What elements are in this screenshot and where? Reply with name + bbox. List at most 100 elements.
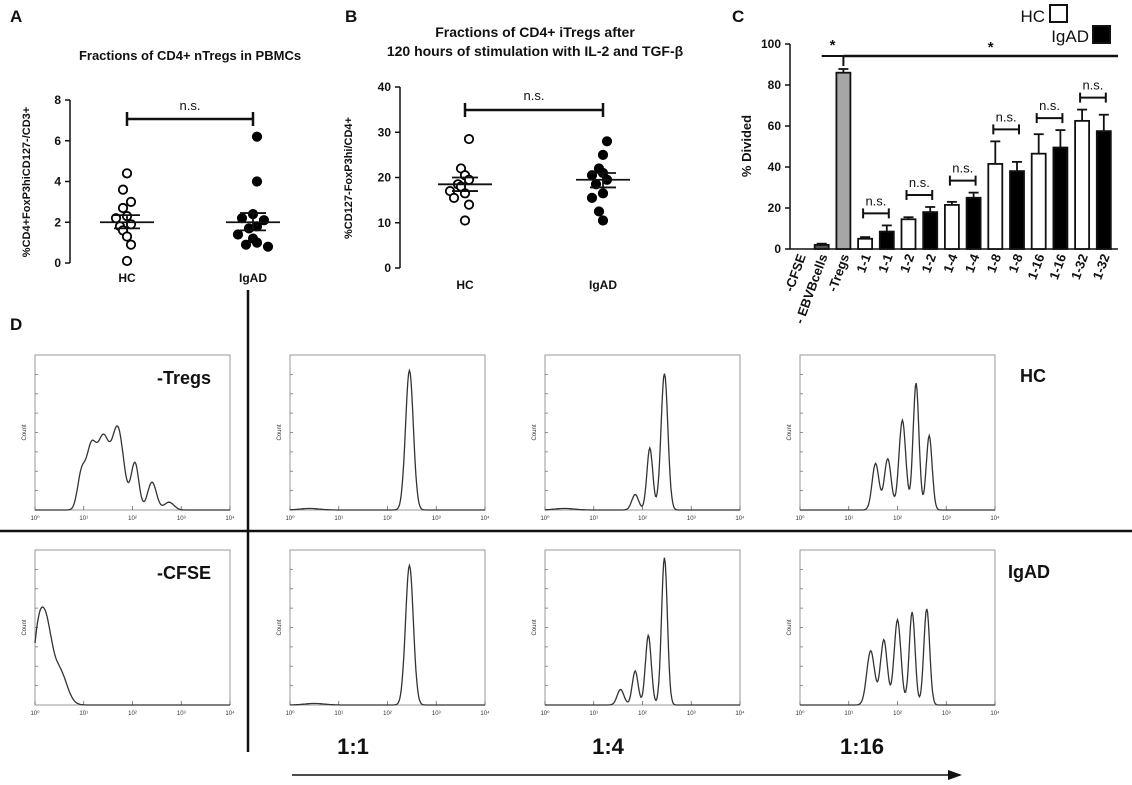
histogram-igad-1-1: 10⁰ 10¹ 10² 10³ 10⁴ Count (277, 549, 490, 717)
chart-c-category-label: 1-32 (1068, 252, 1091, 282)
chart-c-category-label: 1-16 (1046, 252, 1069, 282)
histogram-y-label: Count (787, 619, 793, 635)
histogram-x-tick-label: 10² (383, 516, 392, 522)
histogram-x-tick-label: 10³ (942, 711, 951, 717)
legend-igad-label: IgAD (1051, 27, 1089, 46)
chart-c-category-label: 1-32 (1090, 252, 1113, 282)
histogram-x-tick-label: 10⁴ (225, 515, 235, 522)
chart-a-point-igad (240, 239, 252, 250)
histogram-x-tick-label: 10⁴ (990, 710, 1000, 717)
chart-c-bar-12 (1052, 146, 1069, 250)
chart-b-point-hc (459, 215, 471, 226)
histogram-hc-1-4: 10⁰ 10¹ 10² 10³ 10⁴ Count (532, 354, 745, 522)
chart-c-bar-4 (878, 230, 895, 250)
row-label-hc: HC (1020, 366, 1046, 386)
chart-a-point-hc (121, 231, 133, 242)
panel-label-b: B (345, 7, 357, 26)
chart-a-point-igad (232, 229, 244, 240)
chart-c-category-label: 1-2 (897, 252, 918, 275)
histogram-x-tick-label: 10³ (177, 711, 186, 717)
histogram-y-label: Count (277, 619, 283, 635)
chart-a-point-igad (251, 221, 263, 232)
chart-c-bar-6 (922, 211, 939, 250)
legend-hc-swatch (1049, 4, 1068, 23)
chart-c-category-label: 1-1 (853, 252, 874, 275)
chart-a-point-hc (125, 239, 137, 250)
histogram-curve (800, 608, 995, 706)
histogram-igad-minus-cfse: 10⁰ 10¹ 10² 10³ 10⁴ Count -CFSE (22, 549, 235, 717)
histogram-x-tick-label: 10¹ (334, 711, 343, 717)
chart-b-point-igad (586, 192, 598, 203)
histogram-x-tick-label: 10² (383, 711, 392, 717)
chart-c-bar-7 (944, 204, 960, 250)
histogram-curve (35, 425, 230, 511)
chart-a-point-igad (251, 176, 263, 187)
chart-a-point-hc (117, 202, 129, 214)
histogram-x-tick-label: 10¹ (589, 516, 598, 522)
chart-a-y-label: %CD4+FoxP3hiCD127-/CD3+ (21, 107, 33, 257)
chart-b-point-hc (463, 199, 475, 210)
chart-a-x-label-igad: IgAD (239, 271, 267, 285)
histogram-x-tick-label: 10⁰ (795, 515, 805, 522)
histogram-x-tick-label: 10³ (432, 516, 441, 522)
histogram-curve (290, 368, 485, 511)
chart-c-category-label: 1-2 (918, 252, 939, 275)
histogram-hc-minus-tregs: 10⁰ 10¹ 10² 10³ 10⁴ Count -Tregs (22, 354, 235, 522)
chart-a-point-hc (125, 219, 137, 230)
histogram-x-tick-label: 10¹ (79, 711, 88, 717)
chart-c-bar-9 (987, 163, 1004, 250)
chart-a-point-igad (251, 237, 263, 248)
chart-c-bar-3 (857, 237, 873, 250)
histogram-curve (545, 557, 740, 706)
histogram-x-tick-label: 10³ (942, 516, 951, 522)
chart-c-ns-label: n.s. (909, 175, 930, 190)
chart-b-title-line1: Fractions of CD4+ iTregs after (435, 24, 635, 40)
chart-c-y-tick-label: 100 (761, 37, 781, 51)
histogram-x-tick-label: 10⁴ (480, 710, 490, 717)
histogram-frame (544, 549, 741, 706)
chart-c-sig-star: * (988, 39, 994, 56)
chart-c-ns-label: n.s. (996, 109, 1017, 124)
chart-a-point-hc (121, 255, 133, 267)
histogram-x-tick-label: 10⁰ (285, 710, 295, 717)
chart-c-category-label: 1-8 (1005, 252, 1026, 275)
histogram-curve (545, 373, 740, 511)
panel-label-d: D (10, 315, 22, 334)
chart-c-category-label: 1-16 (1025, 252, 1048, 282)
chart-c-ns-label: n.s. (1082, 78, 1103, 93)
histogram-label: -Tregs (157, 368, 211, 388)
histogram-y-label: Count (532, 619, 538, 635)
chart-b-point-hc (463, 133, 475, 145)
histogram-x-tick-label: 10³ (687, 711, 696, 717)
chart-b-point-igad (593, 206, 605, 217)
histogram-x-tick-label: 10² (638, 516, 647, 522)
histogram-x-tick-label: 10⁴ (480, 515, 490, 522)
histogram-frame (289, 549, 486, 706)
histogram-frame (799, 549, 996, 706)
histogram-x-tick-label: 10² (893, 711, 902, 717)
histogram-x-tick-label: 10² (638, 711, 647, 717)
legend-igad-swatch (1092, 25, 1111, 44)
histogram-y-label: Count (787, 424, 793, 440)
histogram-frame (34, 549, 231, 706)
chart-b-y-tick-label: 30 (378, 125, 392, 139)
histogram-hc-1-16: 10⁰ 10¹ 10² 10³ 10⁴ Count (787, 354, 1000, 522)
chart-c-y-tick-label: 0 (774, 242, 781, 256)
chart-b-point-igad (597, 149, 609, 160)
chart-c-bar-13 (1074, 119, 1090, 250)
histogram-frame (544, 354, 741, 511)
chart-b-title-line2: 120 hours of stimulation with IL-2 and T… (387, 43, 684, 59)
chart-a-x-label-hc: HC (118, 271, 136, 285)
histogram-curve (290, 563, 485, 706)
chart-c-bar-11 (1030, 152, 1047, 250)
histogram-y-label: Count (532, 424, 538, 440)
chart-c-category-label: 1-1 (875, 252, 896, 275)
histogram-x-tick-label: 10⁰ (795, 710, 805, 717)
histogram-x-tick-label: 10¹ (79, 516, 88, 522)
chart-a-ns-label: n.s. (180, 98, 201, 113)
histogram-frame (289, 354, 486, 511)
chart-c-bar-5 (900, 218, 917, 250)
histogram-hc-1-1: 10⁰ 10¹ 10² 10³ 10⁴ Count (277, 354, 490, 522)
histogram-igad-1-4: 10⁰ 10¹ 10² 10³ 10⁴ Count (532, 549, 745, 717)
chart-b-point-hc (448, 192, 460, 203)
